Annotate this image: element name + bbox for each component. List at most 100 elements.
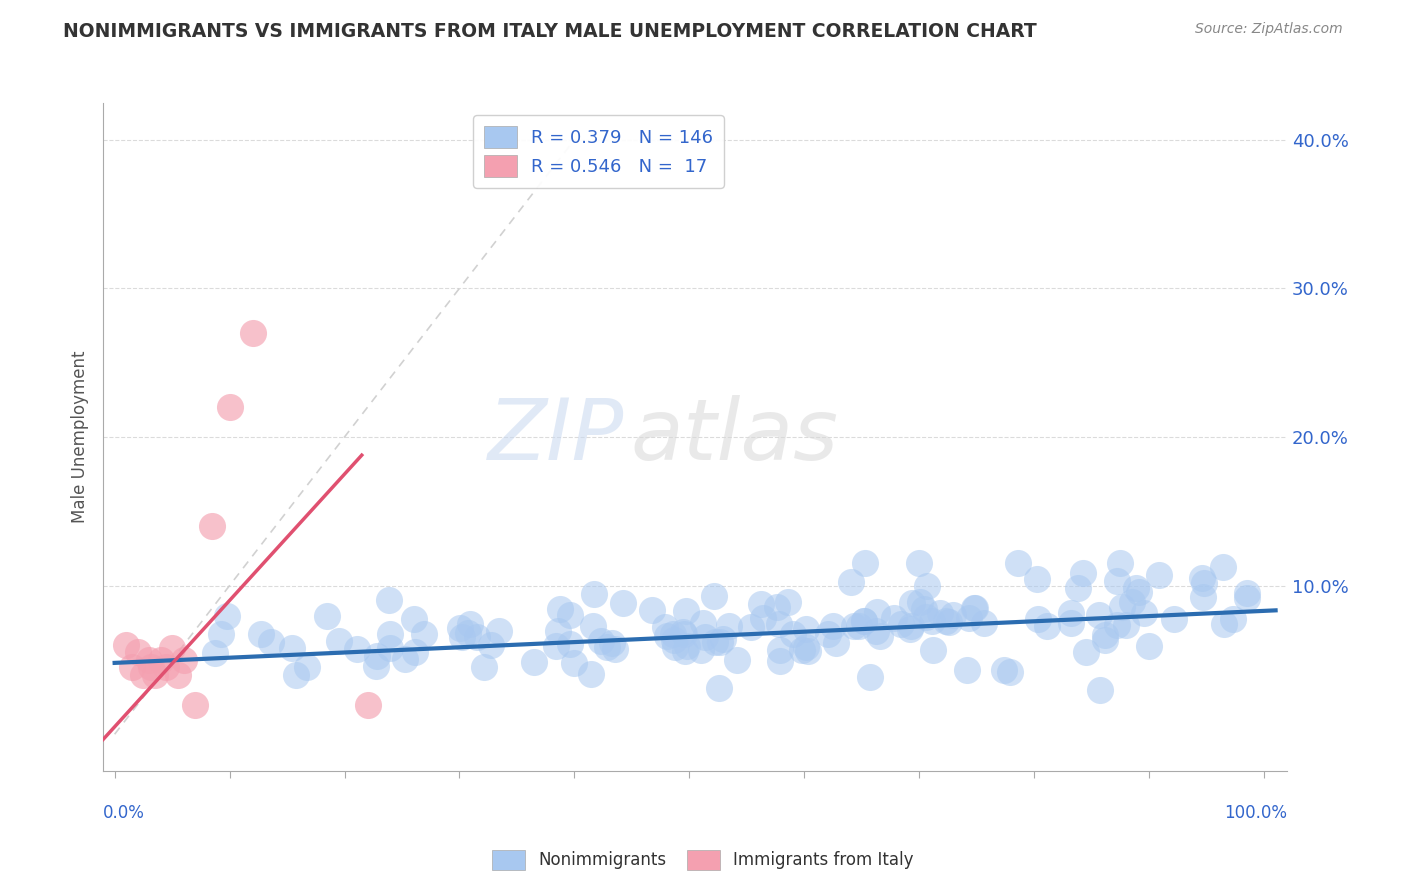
Point [450, 630, 472, 644]
Point [1191, 591, 1213, 605]
Point [1121, 595, 1143, 609]
Point [184, 698, 207, 712]
Point [562, 657, 585, 671]
Point [479, 638, 502, 652]
Point [853, 615, 876, 629]
Point [1090, 683, 1112, 698]
Point [1074, 644, 1097, 658]
Point [824, 636, 846, 650]
Point [673, 643, 696, 657]
Point [458, 616, 481, 631]
Point [883, 611, 905, 625]
Point [1060, 606, 1083, 620]
Point [655, 629, 678, 643]
Text: ZIP: ZIP [488, 395, 624, 478]
Point [467, 630, 489, 644]
Text: 0.0%: 0.0% [103, 805, 145, 822]
Point [1212, 560, 1234, 574]
Point [215, 608, 238, 623]
Point [173, 653, 195, 667]
Point [295, 659, 318, 673]
Point [768, 616, 790, 631]
Point [915, 579, 938, 593]
Point [1036, 619, 1059, 633]
Point [488, 624, 510, 638]
Point [260, 635, 283, 649]
Point [1088, 608, 1111, 623]
Point [842, 619, 865, 633]
Point [558, 607, 581, 622]
Point [1125, 582, 1147, 596]
Point [692, 615, 714, 630]
Point [204, 646, 226, 660]
Point [366, 649, 388, 664]
Point [869, 628, 891, 642]
Point [778, 595, 800, 609]
Point [1060, 616, 1083, 631]
Point [794, 622, 817, 636]
Point [912, 602, 935, 616]
Point [582, 619, 605, 633]
Point [596, 640, 619, 654]
Point [664, 632, 686, 647]
Point [548, 602, 571, 616]
Point [603, 641, 626, 656]
Point [908, 595, 931, 609]
Point [821, 619, 844, 633]
Point [662, 627, 685, 641]
Point [449, 621, 471, 635]
Point [704, 634, 727, 648]
Y-axis label: Male Unemployment: Male Unemployment [72, 351, 89, 524]
Point [796, 644, 818, 658]
Point [582, 587, 605, 601]
Point [589, 634, 612, 648]
Point [412, 626, 434, 640]
Point [1109, 557, 1132, 571]
Point [315, 608, 337, 623]
Point [957, 611, 980, 625]
Point [859, 670, 882, 684]
Point [973, 615, 995, 630]
Point [839, 574, 862, 589]
Point [1025, 572, 1047, 586]
Point [908, 557, 931, 571]
Point [115, 638, 138, 652]
Point [794, 640, 817, 654]
Point [218, 401, 240, 415]
Point [865, 624, 887, 639]
Point [285, 668, 308, 682]
Point [143, 667, 166, 681]
Point [664, 640, 686, 654]
Point [942, 607, 965, 622]
Point [166, 667, 188, 681]
Point [768, 643, 790, 657]
Point [848, 619, 870, 633]
Point [901, 596, 924, 610]
Point [935, 614, 957, 628]
Point [1115, 618, 1137, 632]
Point [201, 519, 224, 533]
Point [209, 627, 232, 641]
Point [1007, 557, 1029, 571]
Text: 100.0%: 100.0% [1225, 805, 1286, 822]
Point [890, 617, 912, 632]
Point [394, 651, 416, 665]
Point [160, 640, 183, 655]
Point [782, 627, 804, 641]
Point [703, 589, 725, 603]
Point [250, 626, 273, 640]
Point [546, 639, 568, 653]
Point [938, 615, 960, 630]
Point [1163, 612, 1185, 626]
Point [852, 615, 875, 629]
Point [1128, 585, 1150, 599]
Point [866, 605, 889, 619]
Point [558, 637, 581, 651]
Point [356, 698, 378, 712]
Point [956, 663, 979, 677]
Point [1111, 599, 1133, 614]
Text: Source: ZipAtlas.com: Source: ZipAtlas.com [1195, 22, 1343, 37]
Legend: Nonimmigrants, Immigrants from Italy: Nonimmigrants, Immigrants from Italy [485, 843, 921, 877]
Point [900, 619, 922, 633]
Point [998, 665, 1021, 679]
